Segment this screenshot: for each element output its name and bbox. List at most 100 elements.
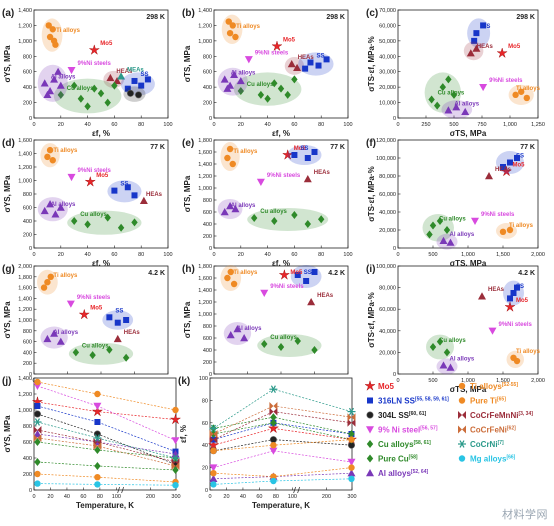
data-point <box>33 434 42 442</box>
region-label: Ti alloys <box>233 149 258 155</box>
y-tick-label: 1,600 <box>198 150 212 156</box>
data-point <box>291 75 298 84</box>
temperature-label: 298 K <box>516 14 535 21</box>
y-tick-label: 0 <box>29 488 32 494</box>
data-point <box>78 308 90 320</box>
data-point <box>171 462 180 470</box>
region-label: 9%Ni steels <box>270 284 304 290</box>
region-label: Al alloys <box>450 356 475 362</box>
data-point <box>231 205 240 213</box>
x-tick-label: 100 <box>163 122 172 128</box>
plot-frame <box>33 139 169 249</box>
legend-marker <box>458 425 466 434</box>
y-tick-label: 1,800 <box>198 138 212 144</box>
data-point <box>504 301 516 312</box>
data-point <box>106 314 113 321</box>
x-axis-label: εf, % <box>272 259 290 268</box>
data-point <box>443 348 451 357</box>
y-tick-label: 600 <box>203 210 212 216</box>
axis-break-mark <box>297 486 300 494</box>
y-tick-label: 0 <box>29 116 32 122</box>
data-point <box>56 81 65 89</box>
data-point <box>227 268 234 276</box>
region-label: SS <box>516 154 524 160</box>
data-point <box>93 442 102 450</box>
y-tick-label: 60,000 <box>379 192 396 198</box>
data-point <box>77 94 85 103</box>
data-point <box>270 385 276 393</box>
y-tick-label: 70,000 <box>379 8 396 14</box>
x-tick-label: 1,500 <box>496 378 510 384</box>
x-tick-label: 40 <box>265 252 271 258</box>
y-tick-label: 800 <box>23 54 32 60</box>
y-tick-label: 1,000 <box>18 318 32 324</box>
data-point <box>171 437 180 445</box>
temperature-label: 77 K <box>330 144 345 151</box>
data-point <box>307 59 314 66</box>
x-tick-label: 40 <box>85 122 91 128</box>
y-tick-label: 800 <box>23 192 32 198</box>
y-axis-label: σTS, MPa <box>183 175 192 212</box>
x-tick-label: 20 <box>238 122 244 128</box>
data-point <box>303 278 310 284</box>
data-point <box>446 363 455 371</box>
x-tick-label: 80 <box>138 122 144 128</box>
data-point <box>347 469 356 477</box>
x-tick-label: 100 <box>112 494 121 500</box>
x-tick-label: 0 <box>212 252 215 258</box>
data-point <box>271 40 283 52</box>
panel-h: (h)02040608002004006008001,0001,2001,400… <box>182 264 351 394</box>
data-point <box>210 424 216 433</box>
data-point <box>443 226 451 234</box>
y-tick-label: 600 <box>203 70 212 76</box>
region-ellipse <box>257 334 322 357</box>
data-point <box>471 217 479 225</box>
y-tick-label: 40,000 <box>379 329 396 335</box>
x-tick-label: 20 <box>47 494 53 500</box>
y-tick-label: 400 <box>203 222 212 228</box>
data-point <box>226 145 234 153</box>
data-point <box>91 405 104 417</box>
region-ellipse <box>233 72 302 106</box>
axis-break-mark <box>121 486 124 494</box>
y-tick-label: 200 <box>23 361 32 367</box>
y-tick-label: 1,400 <box>18 296 32 302</box>
data-point <box>111 187 118 194</box>
x-tick-label: 0 <box>32 494 35 500</box>
data-point <box>172 454 179 462</box>
y-tick-label: 1,000 <box>18 179 32 185</box>
data-point <box>230 280 238 288</box>
data-point <box>500 164 506 170</box>
data-point <box>94 434 100 442</box>
x-tick-label: 100 <box>288 494 297 500</box>
x-tick-label: 0 <box>208 494 211 500</box>
data-point <box>237 87 244 95</box>
data-point <box>33 426 42 434</box>
data-point <box>282 149 294 160</box>
data-point <box>89 351 96 360</box>
data-point <box>93 430 101 438</box>
data-point <box>293 63 302 72</box>
data-point <box>439 83 446 92</box>
panel-label: (e) <box>182 138 194 149</box>
x-tick-label: 1,000 <box>503 122 517 128</box>
legend-reference: [55, 58, 59, 61] <box>415 397 449 403</box>
data-point <box>510 290 517 296</box>
region-label: Ti alloys <box>236 24 261 30</box>
data-point <box>207 439 220 450</box>
data-point <box>348 407 355 416</box>
y-tick-label: 1,400 <box>198 162 212 168</box>
data-point <box>106 345 113 354</box>
data-point <box>461 107 470 116</box>
panel-label: (j) <box>2 376 11 387</box>
y-tick-label: 600 <box>23 206 32 212</box>
y-tick-label: 400 <box>23 456 32 462</box>
region-label: 9%Ni steels <box>77 295 111 301</box>
data-point <box>270 413 277 422</box>
data-point <box>34 403 41 409</box>
y-tick-label: 1,800 <box>198 264 212 270</box>
panel-label: (k) <box>178 376 190 387</box>
data-point <box>518 88 525 95</box>
data-point <box>210 481 217 488</box>
